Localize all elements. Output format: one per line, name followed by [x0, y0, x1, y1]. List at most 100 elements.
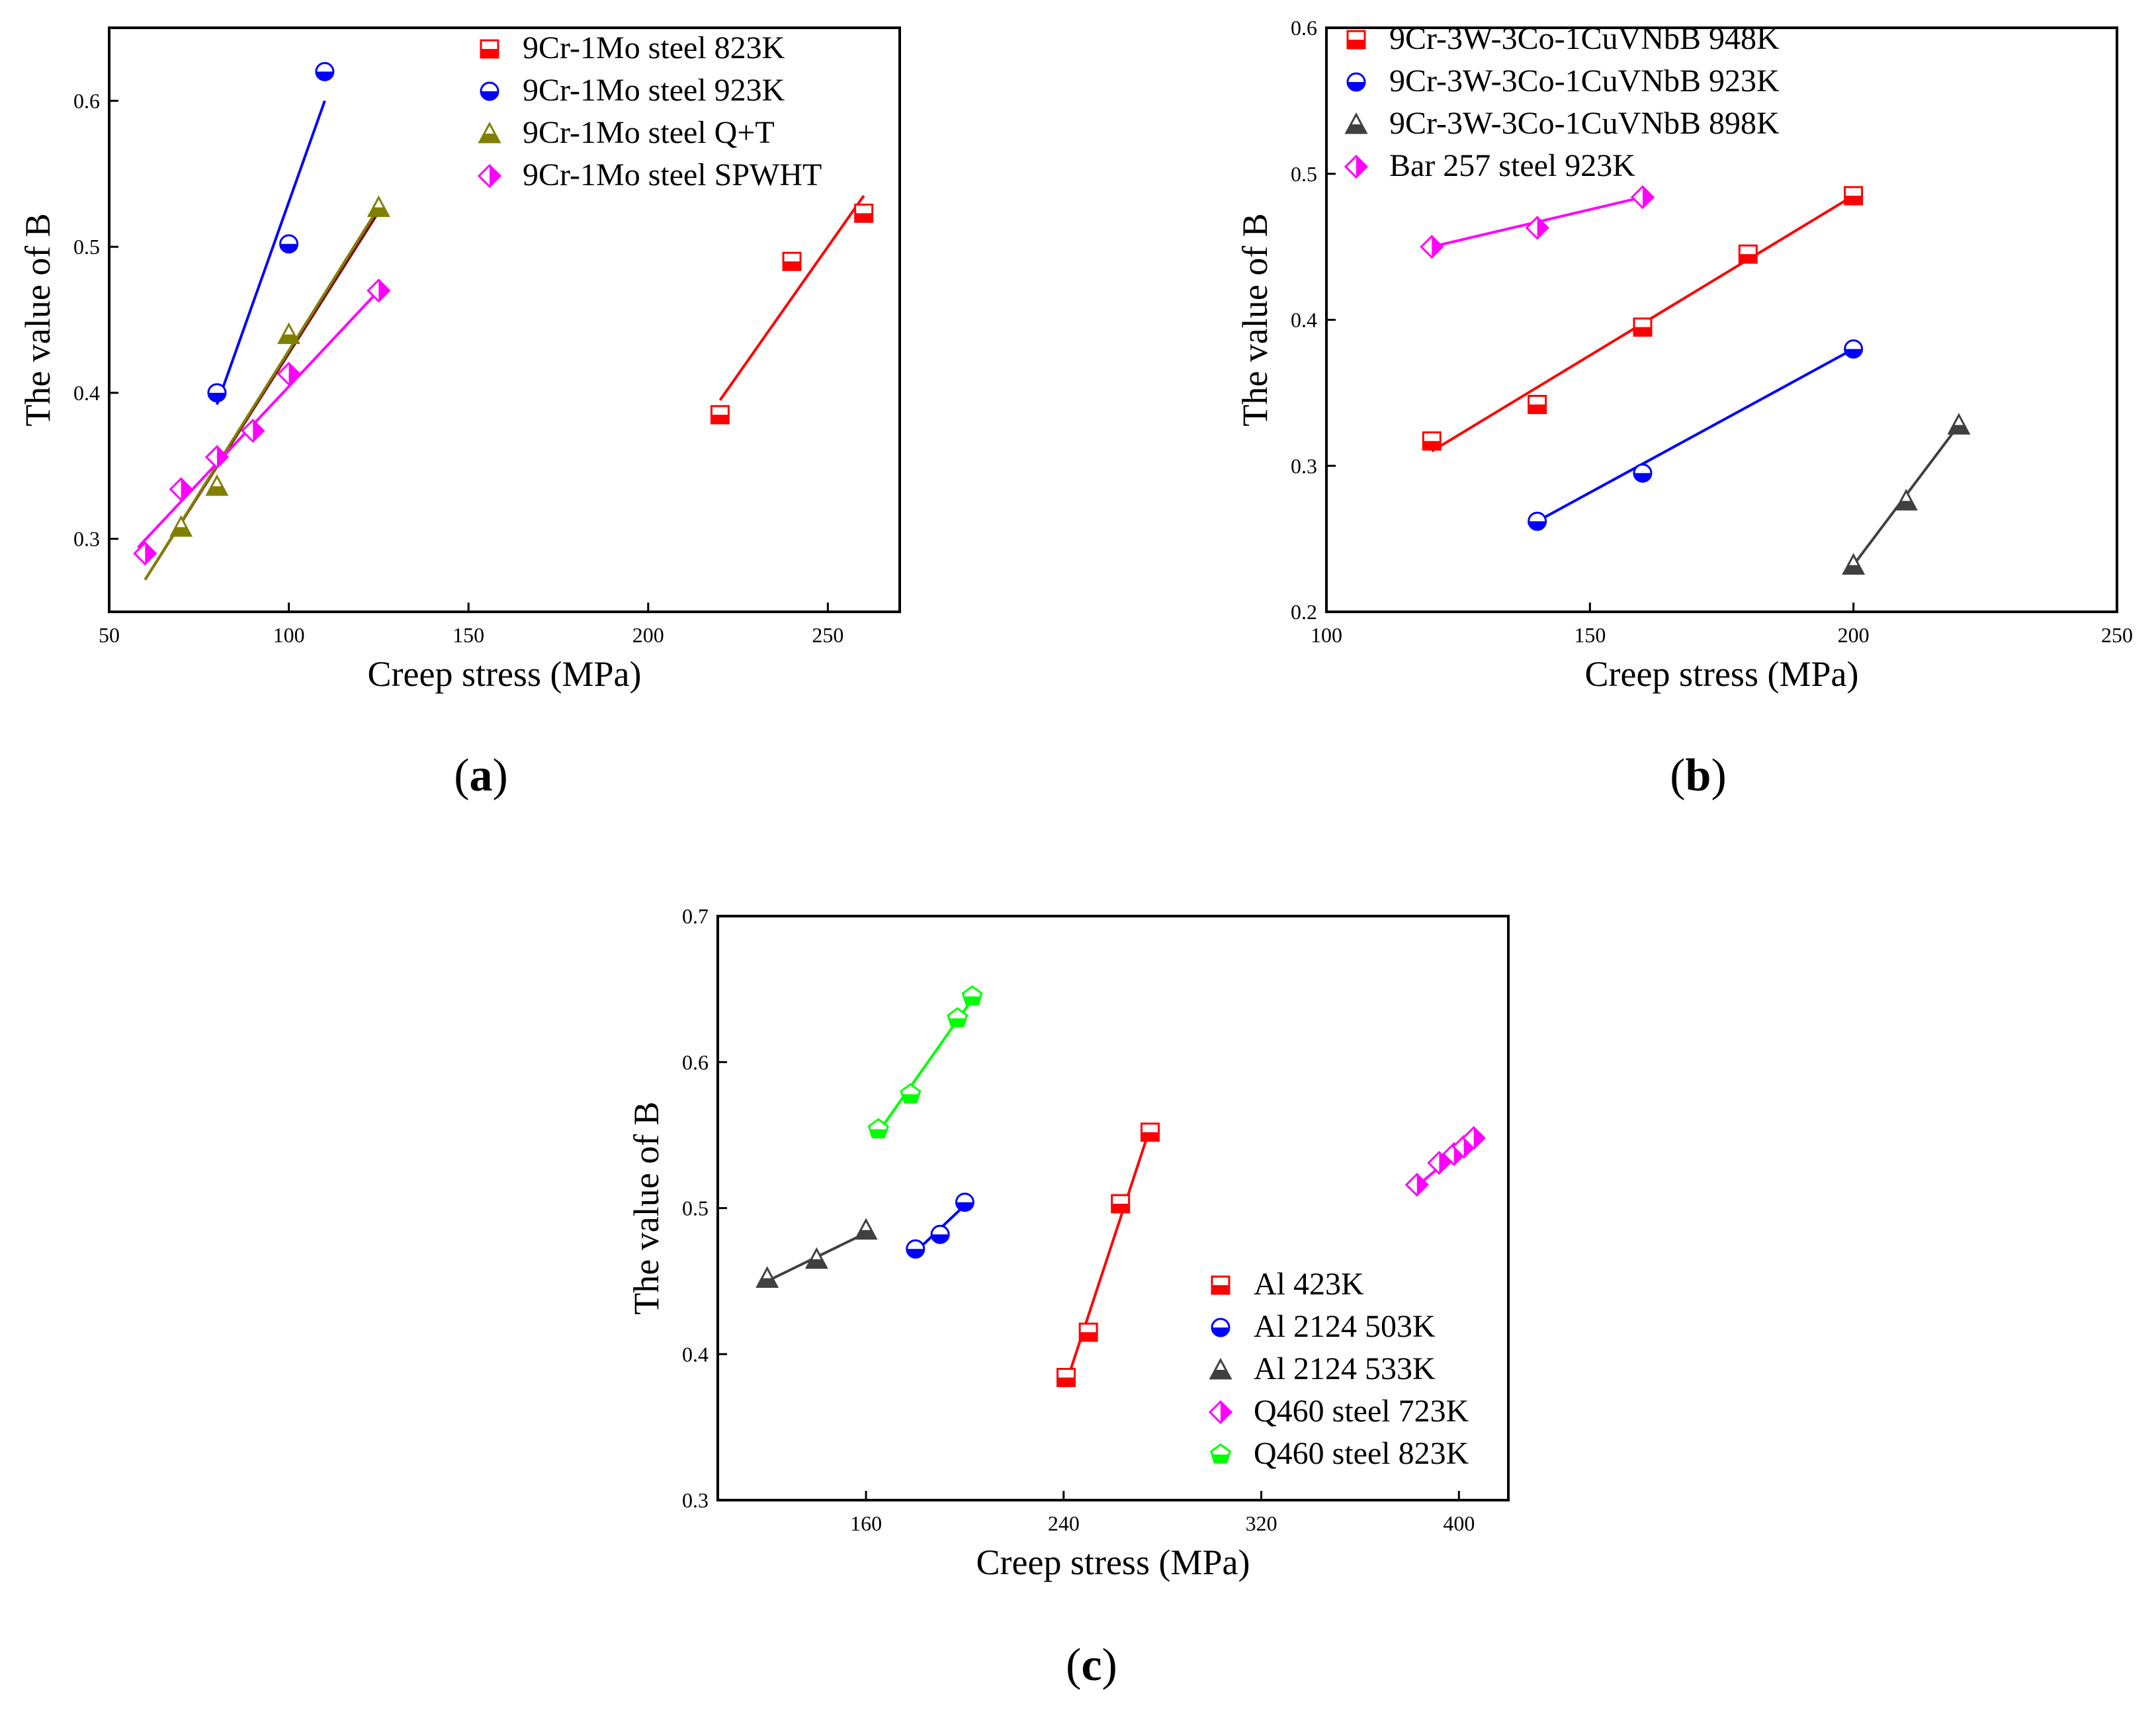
legend-marker-fill	[1348, 40, 1365, 48]
data-point-fill	[783, 261, 801, 271]
x-axis-label: Creep stress (MPa)	[368, 654, 642, 694]
data-point-fill	[963, 996, 982, 1005]
y-axis-label: The value of B	[18, 213, 58, 426]
legend-marker-fill	[481, 49, 498, 58]
data-point-fill	[208, 392, 226, 401]
data-point-fill	[316, 71, 333, 81]
series-b-3	[1420, 185, 1655, 259]
data-point-fill	[1634, 327, 1651, 336]
data-point-fill	[757, 1278, 777, 1287]
series-a-2	[144, 195, 390, 581]
y-tick-label: 0.5	[1291, 162, 1317, 186]
legend-marker-fill	[1211, 1455, 1230, 1463]
legend-marker-fill	[1212, 1328, 1229, 1336]
data-point-fill	[1844, 195, 1862, 204]
x-tick-label: 100	[1311, 623, 1342, 647]
data-point-fill	[288, 363, 300, 385]
legend-marker-fill	[1346, 124, 1366, 133]
legend-marker-fill	[481, 91, 498, 100]
data-point-fill	[1643, 187, 1653, 208]
data-point-fill	[279, 334, 299, 343]
legend-label: Al 2124 533K	[1254, 1351, 1436, 1386]
legend-label: 9Cr-1Mo steel 823K	[523, 30, 785, 65]
series-a-0	[710, 194, 874, 425]
y-tick-label: 0.6	[682, 1050, 709, 1074]
legend-label: Q460 steel 723K	[1254, 1394, 1469, 1429]
series-b-1	[1528, 339, 1864, 531]
chart-panel-a: 50 100 150 200 250 0.3 0.4 0.5 0.6 Creep stress (…	[18, 26, 901, 801]
panel-label-b: (b)	[1670, 750, 1727, 801]
series-c-4	[867, 985, 983, 1138]
y-tick-label: 0.3	[1291, 454, 1317, 478]
fit-line	[136, 289, 380, 549]
data-point-fill	[1739, 254, 1757, 263]
data-point-fill	[280, 243, 298, 253]
data-point-fill	[253, 420, 264, 442]
legend-label: Al 423K	[1254, 1267, 1364, 1302]
legend-marker-fill	[1211, 1370, 1230, 1378]
plot-frame-a	[108, 26, 901, 613]
data-point-fill	[1141, 1132, 1159, 1141]
chart-panel-c: 160 240 320 400 0.3 0.4 0.5 0.6 0.7 Creep stress …	[626, 904, 1510, 1691]
data-point-fill	[1844, 349, 1862, 358]
legend-marker-fill	[490, 165, 500, 187]
x-tick-label: 250	[2101, 623, 2133, 647]
data-point-fill	[869, 1129, 888, 1138]
data-point-fill	[1432, 236, 1443, 258]
y-tick-label: 0.2	[1291, 600, 1317, 624]
data-point-fill	[1896, 501, 1917, 510]
legend-label: 9Cr-3W-3Co-1CuVNbB 948K	[1389, 21, 1780, 56]
y-tick-label: 0.6	[73, 89, 100, 112]
y-axis-label: The value of B	[626, 1101, 666, 1314]
y-tick-label: 0.5	[73, 235, 100, 259]
data-point-fill	[1416, 1174, 1428, 1196]
data-point-fill	[901, 1094, 920, 1103]
fit-line	[1536, 347, 1854, 523]
series-c-1	[906, 1193, 974, 1259]
data-point-fill	[1949, 425, 1969, 434]
legend-marker-fill	[1212, 1285, 1229, 1294]
data-point-fill	[855, 213, 873, 222]
x-tick-label: 240	[1048, 1511, 1080, 1535]
series-c-0	[1056, 1122, 1160, 1388]
data-point-fill	[906, 1249, 924, 1258]
x-tick-label: 320	[1246, 1511, 1277, 1535]
data-point-fill	[368, 207, 389, 216]
fit-line	[144, 206, 380, 581]
x-tick-label: 400	[1443, 1511, 1475, 1535]
y-tick-label: 0.4	[1291, 308, 1317, 332]
legend-marker-fill	[1348, 82, 1365, 91]
x-tick-label: 50	[99, 623, 120, 647]
x-tick-label: 150	[453, 623, 484, 647]
data-point-fill	[806, 1259, 827, 1268]
series-b-0	[1422, 186, 1864, 452]
panel-label-c: (c)	[1066, 1640, 1117, 1691]
data-point-fill	[856, 1230, 877, 1239]
legend-label: 9Cr-1Mo steel SPWHT	[523, 157, 822, 192]
data-point-fill	[1473, 1127, 1485, 1149]
data-point-fill	[956, 1202, 974, 1211]
x-axis-label: Creep stress (MPa)	[1585, 654, 1859, 694]
y-tick-label: 0.4	[73, 381, 100, 405]
data-point-fill	[206, 486, 227, 495]
data-point-fill	[948, 1018, 967, 1027]
data-point-fill	[711, 414, 729, 423]
legend-label: 9Cr-3W-3Co-1CuVNbB 898K	[1389, 106, 1780, 141]
series-a-3	[133, 278, 391, 566]
data-point-fill	[1843, 565, 1864, 574]
data-point-fill	[1537, 217, 1548, 239]
legend-marker-fill	[480, 134, 499, 142]
data-point-fill	[378, 280, 390, 302]
data-point-fill	[1528, 521, 1546, 530]
y-tick-label: 0.5	[682, 1197, 709, 1220]
x-tick-label: 100	[273, 623, 305, 647]
legend-marker-fill	[1221, 1402, 1231, 1423]
series-c-2	[755, 1218, 878, 1288]
series-c-3	[1404, 1126, 1486, 1197]
data-point-fill	[1528, 404, 1546, 413]
data-point-fill	[171, 527, 191, 536]
data-point-fill	[1439, 1152, 1450, 1174]
panel-label-a: (a)	[454, 750, 508, 801]
legend-label: Al 2124 503K	[1254, 1309, 1436, 1344]
